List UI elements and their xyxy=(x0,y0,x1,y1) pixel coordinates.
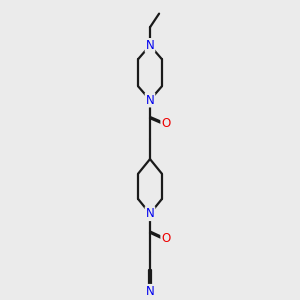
Text: N: N xyxy=(146,39,154,52)
Text: O: O xyxy=(161,232,170,245)
Text: N: N xyxy=(146,285,154,298)
Text: N: N xyxy=(146,207,154,220)
Text: N: N xyxy=(146,94,154,106)
Text: O: O xyxy=(161,117,170,130)
